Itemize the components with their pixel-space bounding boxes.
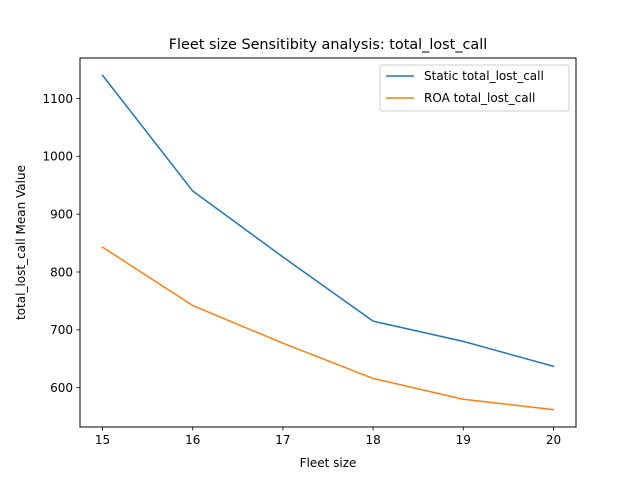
plot-frame	[79, 57, 577, 428]
series-layer	[101, 74, 555, 411]
x-tick-label: 17	[275, 433, 290, 447]
chart-title: Fleet size Sensitibity analysis: total_l…	[169, 37, 487, 53]
y-tick-label: 800	[50, 265, 73, 279]
x-tick-label: 18	[365, 433, 380, 447]
x-tick-label: 19	[456, 433, 471, 447]
x-tick-label: 20	[546, 433, 561, 447]
legend-label-static: Static total_lost_call	[424, 69, 544, 83]
y-tick-label: 600	[50, 381, 73, 395]
y-tick-label: 700	[50, 323, 73, 337]
x-tick-label: 16	[185, 433, 200, 447]
y-tick-label: 1100	[42, 92, 73, 106]
y-tick-label: 1000	[42, 150, 73, 164]
legend: Static total_lost_call ROA total_lost_ca…	[379, 64, 570, 112]
legend-label-roa: ROA total_lost_call	[424, 91, 535, 105]
y-tick-label: 900	[50, 207, 73, 221]
legend-box	[379, 64, 570, 112]
y-axis-ticks: 600 700 800 900 1000 1100	[42, 92, 80, 395]
series-line-1	[101, 246, 555, 411]
x-tick-label: 15	[95, 433, 110, 447]
x-axis-label: Fleet size	[300, 456, 357, 470]
y-axis-label: total_lost_call Mean Value	[14, 165, 28, 320]
x-axis-ticks: 15 16 17 18 19 20	[95, 427, 561, 447]
series-line-0	[101, 74, 555, 368]
